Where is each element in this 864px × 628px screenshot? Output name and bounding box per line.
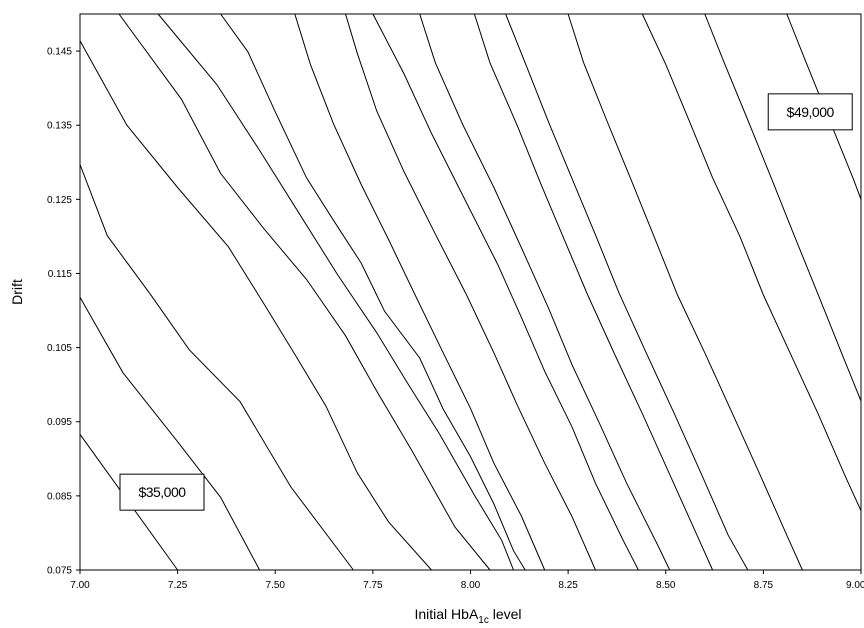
- contour-line-14: [567, 13, 803, 571]
- x-tick-label: 8.50: [656, 580, 676, 591]
- x-axis-title-subscript: 1c: [478, 615, 489, 626]
- x-tick-label: 8.75: [754, 580, 774, 591]
- x-axis-title-suffix: level: [489, 606, 522, 622]
- contour-line-12: [473, 13, 714, 571]
- x-tick-label: 8.25: [558, 580, 578, 591]
- annotation-box-1: [119, 473, 205, 511]
- annotation-box-2: [767, 93, 853, 131]
- contour-line-3: [79, 164, 354, 571]
- contour-line-9: [345, 13, 596, 571]
- contour-line-7: [220, 13, 526, 571]
- x-tick-label: 7.25: [168, 580, 188, 591]
- x-axis-ticks: 7.00 7.25 7.50 7.75 8.00 8.25 8.50 8.75 9.00: [70, 570, 864, 591]
- y-tick-label: 0.075: [47, 566, 72, 577]
- y-tick-label: 0.105: [47, 343, 72, 354]
- contour-line-13: [505, 13, 749, 571]
- contour-line-2: [79, 296, 261, 571]
- contour-line-8: [294, 13, 546, 571]
- y-axis-ticks: 0.075 0.085 0.095 0.105 0.115 0.125 0.135 0.145: [47, 47, 80, 577]
- x-axis-title-main: Initial HbA: [414, 606, 478, 622]
- y-tick-label: 0.085: [47, 491, 72, 502]
- y-axis-title: Drift: [9, 279, 25, 305]
- contour-line-10: [372, 13, 639, 571]
- contour-line-11: [419, 13, 671, 571]
- y-tick-label: 0.125: [47, 195, 72, 206]
- y-tick-label: 0.145: [47, 47, 72, 58]
- x-tick-label: 7.50: [266, 580, 286, 591]
- x-tick-label: 7.00: [70, 580, 90, 591]
- y-tick-label: 0.115: [48, 269, 73, 280]
- y-tick-label: 0.095: [47, 417, 72, 428]
- x-axis-title: Initial HbA1c level: [414, 606, 521, 626]
- contour-line-16: [704, 13, 862, 402]
- x-tick-label: 8.00: [461, 580, 481, 591]
- plot-area: [79, 13, 862, 571]
- annotation-label-1: $35,000: [138, 484, 186, 500]
- contour-line-4: [79, 40, 432, 571]
- y-tick-label: 0.135: [47, 121, 72, 132]
- contour-line-15: [641, 13, 862, 511]
- x-tick-label: 9.00: [846, 580, 864, 591]
- annotation-label-2: $49,000: [787, 104, 835, 120]
- contour-annotations: $35,000 $49,000: [119, 93, 853, 511]
- contour-line-6: [157, 13, 514, 571]
- contour-lines: [79, 13, 862, 571]
- contour-line-5: [118, 13, 491, 571]
- x-tick-label: 7.75: [363, 580, 383, 591]
